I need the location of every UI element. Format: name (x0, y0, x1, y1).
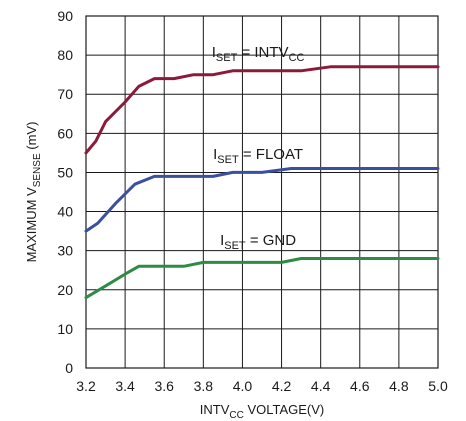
x-axis-title: INTVCC VOLTAGE(V) (200, 402, 325, 421)
series-line-1 (84, 167, 440, 233)
series-label-main: I (220, 232, 224, 249)
x-tick-label: 3.4 (115, 378, 135, 394)
x-tick-label: 4.2 (272, 378, 292, 394)
series-label-2: ISET = GND (220, 232, 296, 252)
series-label-main: I (213, 146, 217, 163)
y-tick-label: 40 (57, 204, 73, 220)
x-tick-label: 4.0 (233, 378, 253, 394)
grid (85, 15, 439, 369)
y-tick-label: 70 (57, 86, 73, 102)
y-tick-label: 90 (57, 8, 73, 24)
y-axis-title: MAXIMUM VSENSE (mV) (24, 122, 43, 263)
series-label-0: ISET = INTVCC (212, 44, 305, 64)
x-tick-label: 4.4 (311, 378, 331, 394)
x-axis-title-sub: CC (229, 410, 243, 421)
x-tick-label: 3.2 (76, 378, 96, 394)
y-axis-title-tail: (mV) (24, 122, 39, 154)
y-axis-title-sub: SENSE (32, 153, 43, 187)
series-label-sub: SET (224, 240, 246, 252)
x-tick-label: 4.8 (389, 378, 409, 394)
y-tick-label: 10 (57, 321, 73, 337)
series-label-sub: SET (217, 154, 239, 166)
y-tick-label: 0 (65, 360, 73, 376)
y-tick-label: 20 (57, 282, 73, 298)
series-label-tail: = FLOAT (239, 146, 303, 163)
x-tick-labels: 3.2 3.4 3.6 3.8 4.0 4.2 4.4 4.6 4.8 5.0 (76, 378, 448, 394)
series-line-0 (84, 65, 440, 155)
y-tick-labels: 0 10 20 30 40 50 60 70 80 90 (57, 8, 73, 376)
series-label-1: ISET = FLOAT (213, 146, 303, 166)
y-tick-label: 30 (57, 243, 73, 259)
y-tick-label: 50 (57, 164, 73, 180)
y-tick-label: 60 (57, 125, 73, 141)
x-tick-label: 3.8 (194, 378, 214, 394)
series-label-sub2: CC (289, 52, 305, 64)
x-tick-label: 5.0 (428, 378, 448, 394)
x-axis-title-main: INTV (200, 402, 230, 417)
series-label-main: I (212, 44, 216, 61)
series-label-tail: = INTV (237, 44, 288, 61)
x-tick-label: 4.6 (350, 378, 370, 394)
series-label-sub: SET (216, 52, 238, 64)
y-tick-label: 80 (57, 47, 73, 63)
x-axis-title-tail: VOLTAGE(V) (244, 402, 324, 417)
x-tick-label: 3.6 (154, 378, 174, 394)
series-lines (84, 65, 440, 300)
series-line-2 (84, 257, 440, 300)
y-axis-title-main: MAXIMUM V (24, 187, 39, 262)
series-label-tail: = GND (246, 232, 297, 249)
plot-frame (85, 15, 439, 369)
